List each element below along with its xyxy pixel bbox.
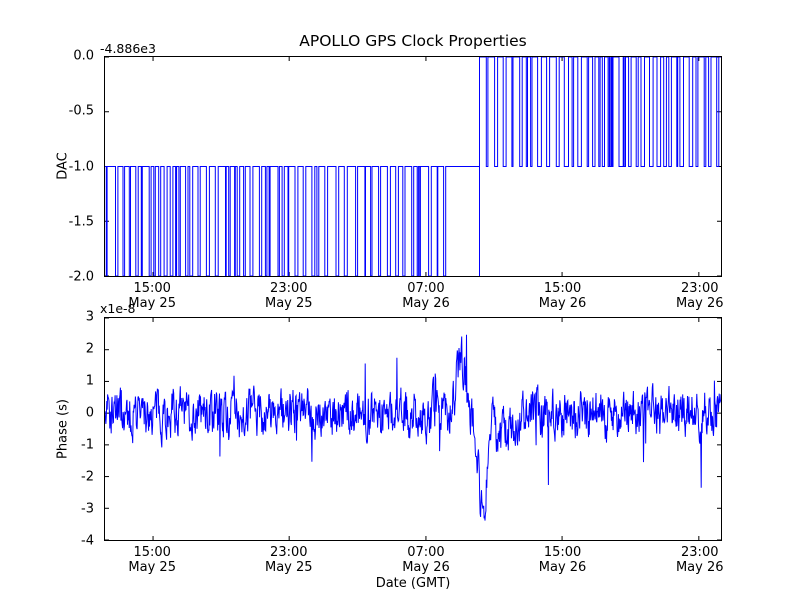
tick-date: May 26 bbox=[538, 296, 587, 312]
phase-xtick-row: 15:00 May 25 23:00 May 25 07:00 May 26 1… bbox=[104, 545, 724, 577]
tick-date: May 26 bbox=[402, 560, 450, 576]
ytick-label: 2 bbox=[85, 341, 94, 357]
ytick-label: -1 bbox=[81, 437, 94, 453]
x-axis-label: Date (GMT) bbox=[375, 576, 451, 591]
plot-line-canvas bbox=[105, 318, 721, 540]
tick-date: May 26 bbox=[675, 560, 724, 576]
tick-time: 23:00 bbox=[270, 545, 308, 560]
ytick-label: -0.5 bbox=[68, 103, 94, 119]
tick-time: 15:00 bbox=[543, 281, 582, 296]
tick-time: 23:00 bbox=[681, 545, 719, 560]
tick-date: May 26 bbox=[675, 296, 724, 312]
y-axis-offset-text: -4.886e3 bbox=[100, 41, 156, 56]
xtick-label: 23:00 May 25 bbox=[265, 545, 313, 576]
ytick-label: -2 bbox=[81, 469, 94, 485]
tick-date: May 25 bbox=[128, 296, 176, 312]
ytick-label: 0.0 bbox=[73, 48, 94, 64]
tick-time: 23:00 bbox=[270, 281, 308, 296]
xtick-label: 07:00 May 26 bbox=[402, 281, 450, 312]
tick-time: 07:00 bbox=[407, 545, 445, 560]
dac-xtick-row: 15:00 May 25 23:00 May 25 07:00 May 26 1… bbox=[104, 281, 724, 313]
ytick-label: -3 bbox=[81, 501, 94, 517]
xtick-label: 07:00 May 26 bbox=[402, 545, 450, 576]
tick-date: May 26 bbox=[538, 560, 587, 576]
xtick-label: 23:00 May 26 bbox=[676, 545, 724, 576]
ytick-label: -1.0 bbox=[68, 159, 94, 174]
tick-time: 15:00 bbox=[133, 281, 171, 296]
ytick-label: -2.0 bbox=[68, 269, 94, 285]
tick-date: May 25 bbox=[128, 560, 176, 576]
chart-title: APOLLO GPS Clock Properties bbox=[299, 32, 527, 50]
phase-plot-area bbox=[104, 317, 722, 541]
ytick-label: 3 bbox=[85, 309, 94, 325]
xtick-label: 15:00 May 25 bbox=[128, 545, 176, 576]
y-axis-multiplier-text: x1e-8 bbox=[100, 301, 136, 316]
tick-time: 07:00 bbox=[407, 281, 445, 296]
tick-date: May 26 bbox=[402, 296, 450, 312]
ytick-label: -1.5 bbox=[68, 214, 94, 230]
dac-ytick-column: 0.0 -0.5 -1.0 -1.5 -2.0 bbox=[0, 49, 98, 285]
xtick-label: 23:00 May 25 bbox=[265, 281, 313, 312]
xtick-label: 23:00 May 26 bbox=[676, 281, 724, 312]
xtick-label: 15:00 May 26 bbox=[539, 545, 587, 576]
ytick-label: 0 bbox=[85, 405, 94, 421]
xtick-label: 15:00 May 25 bbox=[128, 281, 176, 312]
phase-ytick-column: 3 2 1 0 -1 -2 -3 -4 bbox=[0, 310, 98, 549]
ytick-label: -4 bbox=[81, 533, 94, 549]
tick-date: May 25 bbox=[265, 296, 313, 312]
plot-line-canvas bbox=[105, 57, 721, 276]
xtick-label: 15:00 May 26 bbox=[539, 281, 587, 312]
tick-time: 15:00 bbox=[543, 545, 582, 560]
tick-date: May 25 bbox=[265, 560, 313, 576]
tick-time: 23:00 bbox=[681, 281, 719, 296]
ytick-label: 1 bbox=[85, 373, 94, 389]
tick-time: 15:00 bbox=[133, 545, 171, 560]
dac-plot-area bbox=[104, 56, 722, 277]
